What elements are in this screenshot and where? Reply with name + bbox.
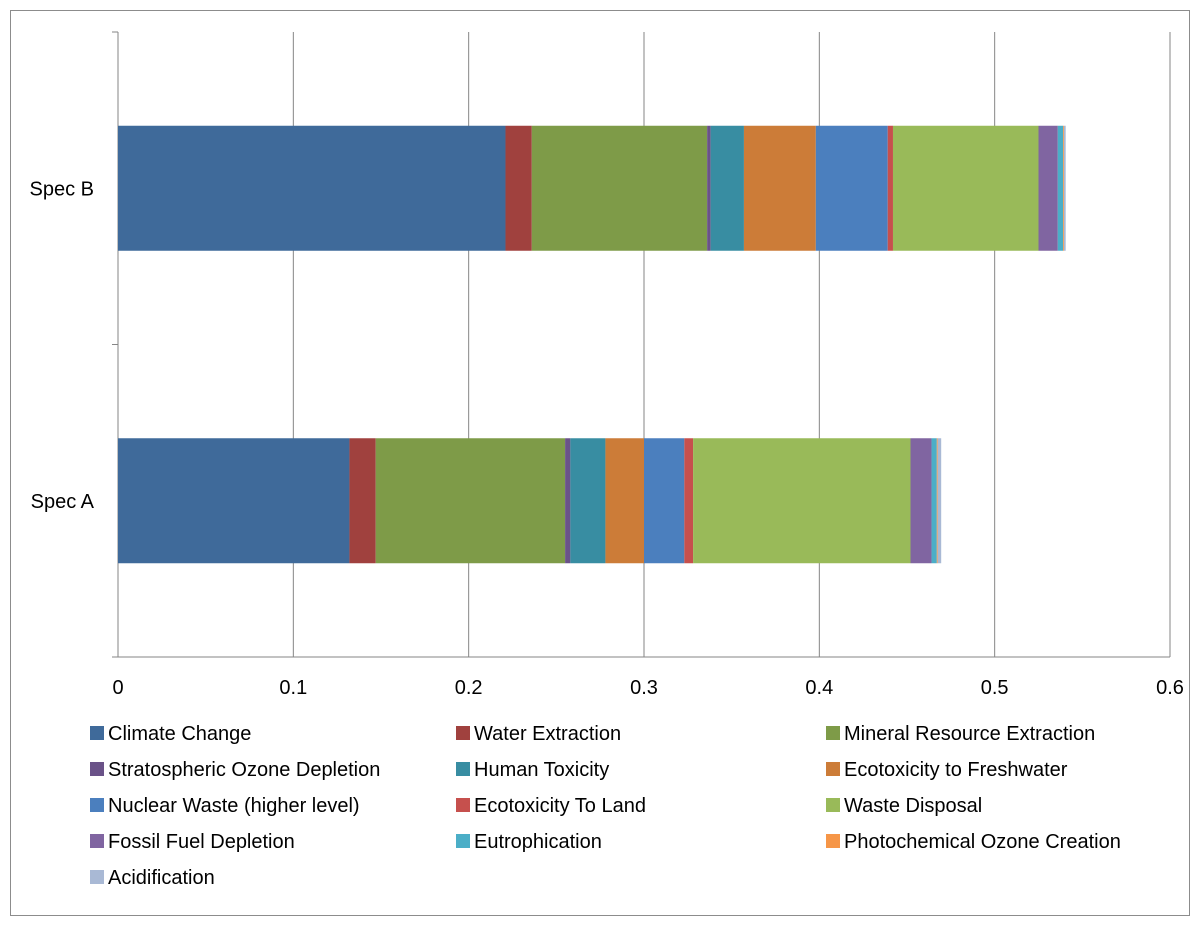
legend: Climate Change Water Extraction Mineral Re… <box>90 723 1121 889</box>
y-category-label: Spec A <box>31 491 95 513</box>
bar-segment <box>937 438 942 564</box>
legend-label: Fossil Fuel Depletion <box>108 831 295 853</box>
legend-label: Water Extraction <box>474 723 621 745</box>
bar-segment <box>710 125 744 251</box>
legend-swatch <box>826 726 840 740</box>
bar-segment <box>118 438 350 564</box>
bar-segment <box>531 125 708 251</box>
chart-frame: 0 0.1 0.2 0.3 0.4 0.5 0.6 Spec A Spec B Climate … <box>10 10 1190 916</box>
legend-label: Climate Change <box>108 723 251 745</box>
legend-swatch <box>826 798 840 812</box>
legend-swatch <box>826 762 840 776</box>
legend-label: Nuclear Waste (higher level) <box>108 795 360 817</box>
legend-swatch <box>90 726 104 740</box>
bar-segment <box>887 125 893 251</box>
legend-swatch <box>456 798 470 812</box>
legend-swatch <box>90 762 104 776</box>
bar-segment <box>693 438 911 564</box>
legend-label: Waste Disposal <box>844 795 982 817</box>
bar-segment <box>931 438 937 564</box>
x-tick-label: 0.2 <box>455 677 483 699</box>
legend-label: Photochemical Ozone Creation <box>844 831 1121 853</box>
bar-segment <box>1057 125 1064 251</box>
legend-swatch <box>826 834 840 848</box>
bar-segment <box>605 438 644 564</box>
tick-labels: 0 0.1 0.2 0.3 0.4 0.5 0.6 Spec A Spec B <box>30 178 1184 699</box>
x-tick-label: 0.4 <box>805 677 833 699</box>
bar-segment <box>1063 125 1064 251</box>
bar-segment <box>349 438 376 564</box>
x-tick-label: 0.5 <box>981 677 1009 699</box>
bar-segment <box>1038 125 1058 251</box>
bar-segment <box>118 125 506 251</box>
x-tick-label: 0 <box>112 677 123 699</box>
legend-swatch <box>456 834 470 848</box>
bar-segment <box>892 125 1039 251</box>
bar-segment <box>644 438 685 564</box>
bar-segment <box>936 438 938 564</box>
legend-swatch <box>456 726 470 740</box>
legend-swatch <box>90 834 104 848</box>
legend-swatch <box>456 762 470 776</box>
bar-segment <box>375 438 566 564</box>
bar-segment <box>1063 125 1066 251</box>
x-tick-label: 0.1 <box>279 677 307 699</box>
bar-segment <box>815 125 888 251</box>
x-tick-label: 0.3 <box>630 677 658 699</box>
bar-segment <box>505 125 532 251</box>
x-tick-label: 0.6 <box>1156 677 1184 699</box>
legend-label: Ecotoxicity To Land <box>474 795 646 817</box>
legend-swatch <box>90 870 104 884</box>
bar-segment <box>570 438 606 564</box>
bars <box>118 125 1066 564</box>
stacked-bar-chart: 0 0.1 0.2 0.3 0.4 0.5 0.6 Spec A Spec B Climate … <box>30 31 1184 889</box>
y-category-label: Spec B <box>30 178 94 200</box>
bar-segment <box>707 125 711 251</box>
legend-label: Human Toxicity <box>474 759 609 781</box>
legend-label: Stratospheric Ozone Depletion <box>108 759 380 781</box>
legend-label: Ecotoxicity to Freshwater <box>844 759 1068 781</box>
legend-label: Mineral Resource Extraction <box>844 723 1095 745</box>
legend-swatch <box>90 798 104 812</box>
legend-label: Acidification <box>108 867 215 889</box>
bar-segment <box>565 438 571 564</box>
bar-segment <box>910 438 932 564</box>
bar-segment <box>684 438 694 564</box>
legend-label: Eutrophication <box>474 831 602 853</box>
bar-segment <box>743 125 816 251</box>
